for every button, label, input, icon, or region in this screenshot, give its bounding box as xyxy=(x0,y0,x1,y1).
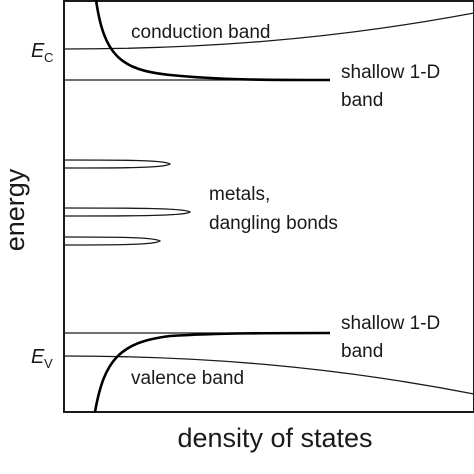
ec-sub: C xyxy=(44,50,53,65)
localized-state-3 xyxy=(63,236,162,246)
shallow-band-upper-label-1: shallow 1-D xyxy=(341,62,440,83)
localized-state-2 xyxy=(63,207,192,217)
metals-label-2: dangling bonds xyxy=(209,213,338,234)
conduction-band-curve xyxy=(63,12,474,50)
ec-marker: E C xyxy=(31,40,53,65)
ev-marker: E V xyxy=(31,346,53,371)
plot-frame xyxy=(63,0,474,413)
shallow-band-upper-dos xyxy=(94,0,331,82)
shallow-band-lower-label-2: band xyxy=(341,341,383,362)
shallow-band-upper-label-2: band xyxy=(341,90,383,111)
conduction-band-label: conduction band xyxy=(131,22,270,43)
x-axis-label: density of states xyxy=(177,423,372,453)
shallow-band-lower-dos xyxy=(93,331,331,413)
valence-band-label: valence band xyxy=(131,368,244,389)
ec-main: E xyxy=(31,40,45,62)
metals-label-1: metals, xyxy=(209,184,270,205)
shallow-band-lower-label-1: shallow 1-D xyxy=(341,313,440,334)
ev-main: E xyxy=(31,346,45,368)
valence-band-curve xyxy=(63,355,474,395)
y-axis-label: energy xyxy=(0,168,30,251)
ev-sub: V xyxy=(44,356,53,371)
localized-state-1 xyxy=(63,159,172,169)
